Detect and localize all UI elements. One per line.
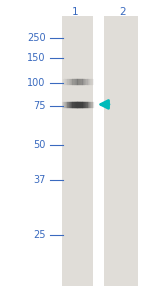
Text: 37: 37 [33, 175, 46, 185]
Text: 50: 50 [33, 140, 46, 150]
FancyBboxPatch shape [63, 16, 93, 286]
Text: 100: 100 [27, 78, 46, 88]
Text: 25: 25 [33, 230, 46, 240]
Text: 2: 2 [119, 6, 125, 16]
Text: 250: 250 [27, 33, 46, 43]
Text: 1: 1 [72, 6, 78, 16]
Text: 150: 150 [27, 53, 46, 63]
Text: 75: 75 [33, 101, 46, 111]
FancyBboxPatch shape [104, 16, 138, 286]
